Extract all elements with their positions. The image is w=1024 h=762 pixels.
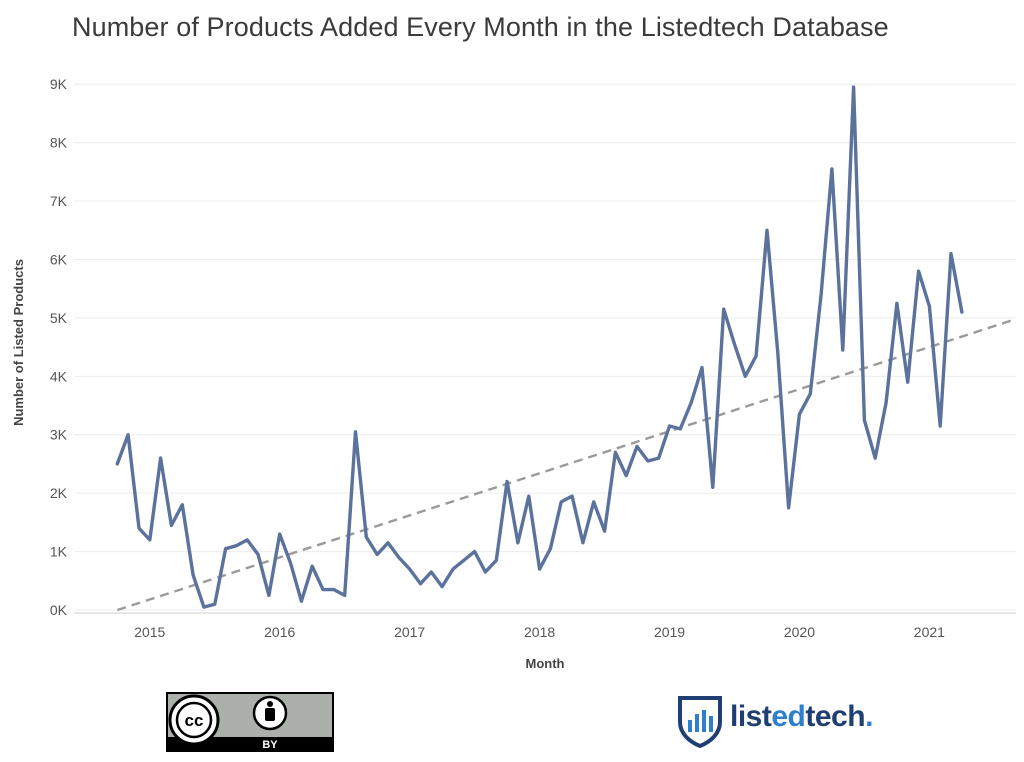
listedtech-wordmark: listedtech.: [730, 700, 873, 734]
y-tick-label: 2K: [50, 485, 68, 501]
cc-by-license-icon: cc BY: [166, 692, 334, 752]
x-tick-label: 2019: [654, 624, 685, 640]
chart-title: Number of Products Added Every Month in …: [72, 12, 889, 42]
y-tick-label: 6K: [50, 251, 68, 267]
y-tick-label: 9K: [50, 76, 68, 92]
y-axis-ticks: 0K 1K 2K 3K 4K 5K 6K 7K 8K 9K: [50, 76, 68, 618]
brand-name-prefix: list: [730, 700, 772, 733]
x-tick-label: 2016: [264, 624, 295, 640]
brand-dot: .: [865, 700, 873, 733]
listedtech-shield-icon: [678, 696, 722, 748]
x-tick-label: 2017: [394, 624, 425, 640]
license-by-label: BY: [262, 739, 278, 751]
x-tick-label: 2020: [784, 624, 815, 640]
y-tick-label: 0K: [50, 602, 68, 618]
y-tick-label: 5K: [50, 310, 68, 326]
cc-by-license-badge: cc BY: [166, 692, 334, 752]
brand-name-mid: ed: [771, 700, 806, 733]
y-axis-title: Number of Listed Products: [11, 259, 26, 426]
svg-text:cc: cc: [185, 711, 204, 730]
x-tick-label: 2021: [914, 624, 945, 640]
grid-lines: [74, 83, 1016, 611]
y-tick-label: 1K: [50, 544, 68, 560]
series-line: [115, 85, 964, 609]
brand-name-suffix: tech: [805, 700, 866, 733]
x-axis-ticks: 2015 2016 2017 2018 2019 2020 2021: [134, 624, 945, 640]
x-tick-label: 2015: [134, 624, 165, 640]
y-tick-label: 8K: [50, 135, 68, 151]
y-tick-label: 7K: [50, 193, 68, 209]
x-tick-label: 2018: [524, 624, 555, 640]
listedtech-logo: listedtech.: [674, 692, 914, 748]
y-tick-label: 3K: [50, 427, 68, 443]
x-axis-title: Month: [526, 656, 565, 671]
y-tick-label: 4K: [50, 368, 68, 384]
trend-line: [116, 317, 1017, 612]
